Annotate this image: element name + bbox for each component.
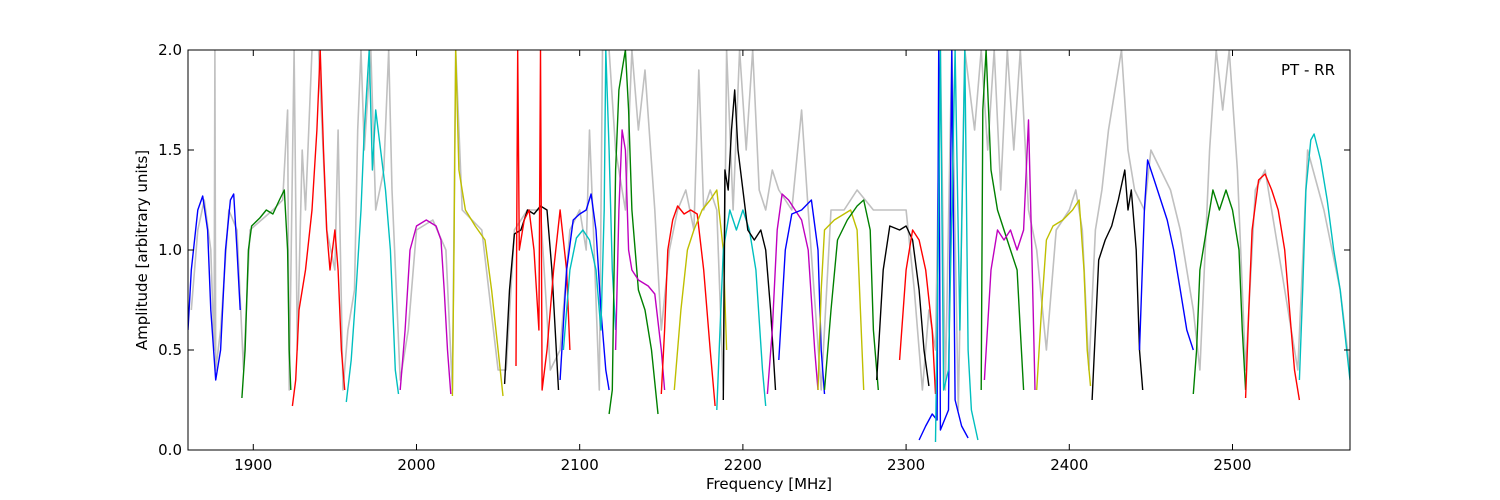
background-trace-layer bbox=[190, 50, 1350, 411]
series-line-24 bbox=[934, 50, 979, 443]
x-tick-label: 2200 bbox=[724, 456, 762, 474]
series-line-7 bbox=[503, 205, 560, 391]
series-line-13 bbox=[660, 205, 716, 407]
series-line-26 bbox=[983, 119, 1036, 391]
series-line-8 bbox=[515, 50, 571, 391]
series-line-14 bbox=[673, 189, 728, 391]
x-tick-label: 2000 bbox=[397, 456, 435, 474]
series-line-19 bbox=[817, 209, 865, 391]
series-line-5 bbox=[399, 219, 452, 395]
x-tick-label: 2500 bbox=[1213, 456, 1251, 474]
y-tick-label: 2.0 bbox=[158, 41, 182, 59]
series-line-21 bbox=[876, 225, 930, 387]
tick-layer: 1900 2000 2100 2200 2300 2400 2500 0.0 0.5 1.0 1.5… bbox=[158, 41, 1350, 474]
x-axis-label: Frequency [MHz] bbox=[706, 475, 832, 493]
series-line-9 bbox=[559, 193, 610, 391]
series-line-30 bbox=[1192, 189, 1247, 395]
series-line-15 bbox=[716, 209, 767, 411]
series-line-2 bbox=[241, 189, 292, 399]
series-line-11 bbox=[608, 50, 659, 415]
y-tick-label: 0.0 bbox=[158, 441, 182, 459]
x-tick-label: 2100 bbox=[561, 456, 599, 474]
series-line-20 bbox=[823, 199, 879, 391]
background-trace bbox=[190, 50, 1350, 411]
series-line-3 bbox=[291, 50, 346, 407]
plot-area bbox=[188, 50, 1350, 443]
series-line-18 bbox=[778, 199, 826, 395]
series-line-16 bbox=[722, 89, 777, 401]
series-line-6 bbox=[451, 50, 504, 397]
y-tick-label: 1.0 bbox=[158, 241, 182, 259]
y-tick-label: 1.5 bbox=[158, 141, 182, 159]
panel-annotation: PT - RR bbox=[1281, 61, 1335, 79]
series-line-28 bbox=[1091, 169, 1144, 401]
series-line-23 bbox=[918, 50, 969, 441]
series-line-1 bbox=[188, 193, 241, 381]
series-line-17 bbox=[766, 193, 819, 395]
series-line-4 bbox=[345, 50, 400, 403]
x-tick-label: 2400 bbox=[1050, 456, 1088, 474]
series-line-22 bbox=[898, 229, 937, 395]
series-line-12 bbox=[614, 129, 666, 391]
y-axis-label: Amplitude [arbitrary units] bbox=[133, 150, 151, 350]
series-line-25 bbox=[980, 50, 1025, 391]
x-tick-label: 2300 bbox=[887, 456, 925, 474]
y-tick-label: 0.5 bbox=[158, 341, 182, 359]
series-line-32 bbox=[1298, 133, 1350, 381]
series-line-27 bbox=[1036, 199, 1092, 391]
series-line-29 bbox=[1138, 159, 1194, 351]
x-tick-label: 1900 bbox=[234, 456, 272, 474]
series-layer bbox=[188, 50, 1350, 443]
series-line-10 bbox=[562, 50, 617, 351]
series-line-31 bbox=[1244, 173, 1301, 401]
